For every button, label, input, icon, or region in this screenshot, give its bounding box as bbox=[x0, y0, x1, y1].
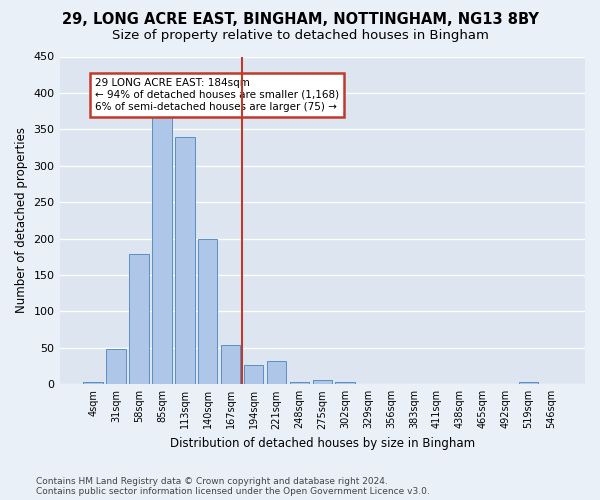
Bar bbox=[267, 361, 286, 384]
X-axis label: Distribution of detached houses by size in Bingham: Distribution of detached houses by size … bbox=[170, 437, 475, 450]
Bar bbox=[290, 382, 309, 384]
Text: Size of property relative to detached houses in Bingham: Size of property relative to detached ho… bbox=[112, 29, 488, 42]
Bar bbox=[313, 380, 332, 384]
Bar bbox=[106, 348, 126, 384]
Bar bbox=[335, 382, 355, 384]
Text: Contains HM Land Registry data © Crown copyright and database right 2024.
Contai: Contains HM Land Registry data © Crown c… bbox=[36, 476, 430, 496]
Text: 29, LONG ACRE EAST, BINGHAM, NOTTINGHAM, NG13 8BY: 29, LONG ACRE EAST, BINGHAM, NOTTINGHAM,… bbox=[62, 12, 538, 28]
Bar bbox=[152, 116, 172, 384]
Bar bbox=[519, 382, 538, 384]
Bar bbox=[129, 254, 149, 384]
Bar bbox=[198, 240, 217, 384]
Text: 29 LONG ACRE EAST: 184sqm
← 94% of detached houses are smaller (1,168)
6% of sem: 29 LONG ACRE EAST: 184sqm ← 94% of detac… bbox=[95, 78, 339, 112]
Bar bbox=[83, 382, 103, 384]
Bar bbox=[221, 345, 241, 385]
Bar bbox=[175, 138, 194, 384]
Y-axis label: Number of detached properties: Number of detached properties bbox=[15, 128, 28, 314]
Bar bbox=[244, 366, 263, 384]
